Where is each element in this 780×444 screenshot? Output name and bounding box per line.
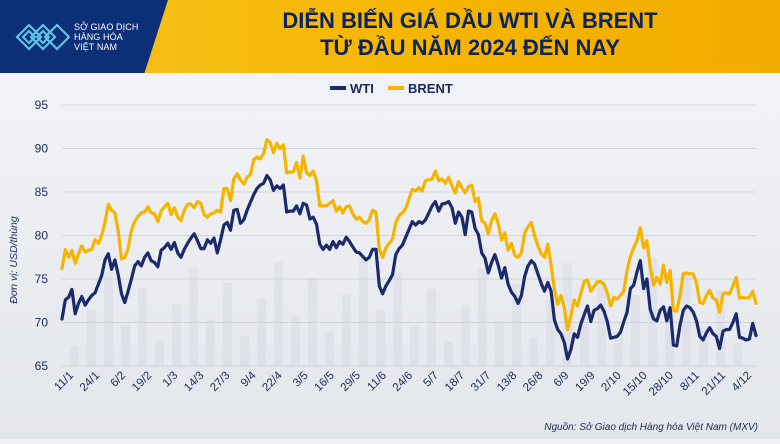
background-decoration-bar	[495, 321, 504, 366]
background-decoration-bar	[87, 309, 96, 366]
background-decoration-bar	[223, 283, 232, 366]
background-decoration-bar	[155, 341, 164, 366]
series-line-wti	[60, 173, 758, 361]
page-title: DIỄN BIẾN GIÁ DẦU WTI VÀ BRENT TỪ ĐẦU NĂ…	[210, 7, 730, 61]
logo-line-2: HÀNG HÓA	[74, 32, 123, 42]
background-decoration-bar	[121, 325, 130, 366]
logo-line-3: VIỆT NAM	[74, 42, 118, 52]
background-decoration-bar	[308, 278, 317, 366]
background-decoration-bar	[274, 262, 283, 366]
background-decoration-bar	[172, 304, 181, 366]
background-decoration-bar	[376, 310, 385, 366]
background-decoration-bar	[138, 288, 147, 366]
logo-panel: SỞ GIAO DỊCH HÀNG HÓA VIỆT NAM	[0, 0, 168, 73]
background-decoration-bar	[614, 332, 623, 366]
title-line-2: TỪ ĐẦU NĂM 2024 ĐẾN NAY	[320, 35, 620, 60]
background-decoration-bar	[529, 337, 538, 366]
background-decoration-bar	[444, 342, 453, 366]
y-tick-label: 65	[35, 359, 49, 373]
title-line-1: DIỄN BIẾN GIÁ DẦU WTI VÀ BRENT	[282, 8, 658, 33]
background-decoration-bar	[478, 268, 487, 366]
title-banner: SỞ GIAO DỊCH HÀNG HÓA VIỆT NAM DIỄN BIẾN…	[0, 0, 780, 73]
background-decoration-bar	[427, 289, 436, 366]
y-tick-label: 95	[35, 98, 49, 112]
background-decoration-bar	[665, 311, 674, 366]
background-decoration-bar	[257, 299, 266, 366]
background-decoration-bar	[70, 346, 79, 366]
background-decoration-bar	[733, 343, 742, 366]
logo-icon	[15, 23, 70, 51]
background-decoration-bar	[563, 263, 572, 366]
background-decoration-bar	[240, 336, 249, 366]
background-decoration-bar	[699, 327, 708, 366]
background-decoration-bar	[461, 305, 470, 366]
background-decoration-bar	[342, 294, 351, 366]
background-decoration-bar	[682, 274, 691, 366]
background-decoration-bar	[189, 267, 198, 366]
background-decoration-bar	[410, 326, 419, 366]
background-decoration-bar	[359, 257, 368, 366]
y-axis-label: Đơn vị: USD/thùng	[8, 216, 20, 304]
background-decoration-bar	[512, 284, 521, 366]
legend-label-brent: BRENT	[408, 81, 453, 96]
background-decoration-bar	[206, 320, 215, 366]
chart-area: 65 70 75 80 85 90 95 11/1 24/1 6/2 19/2 1/3 14/3 27/…	[0, 73, 780, 439]
y-tick-label: 75	[35, 272, 49, 286]
legend-label-wti: WTI	[350, 81, 374, 96]
background-decoration-bar	[716, 290, 725, 366]
background-decoration-bar	[546, 300, 555, 366]
y-tick-label: 90	[35, 142, 49, 156]
background-decoration-bar	[393, 273, 402, 366]
logo-text: SỞ GIAO DỊCH HÀNG HÓA VIỆT NAM	[74, 22, 154, 52]
background-decoration-bar	[325, 331, 334, 366]
series-line-brent	[60, 138, 758, 332]
y-tick-label: 80	[35, 229, 49, 243]
background-decoration-bar	[104, 272, 113, 366]
y-tick-label: 85	[35, 185, 49, 199]
background-decoration-bar	[291, 315, 300, 366]
y-tick-label: 70	[35, 316, 49, 330]
background-decoration-bar	[580, 316, 589, 366]
background-decoration-bar	[631, 295, 640, 366]
logo-line-1: SỞ GIAO DỊCH	[74, 22, 139, 32]
source-note: Nguồn: Sở Giao dịch Hàng hóa Việt Nam (M…	[544, 422, 758, 433]
